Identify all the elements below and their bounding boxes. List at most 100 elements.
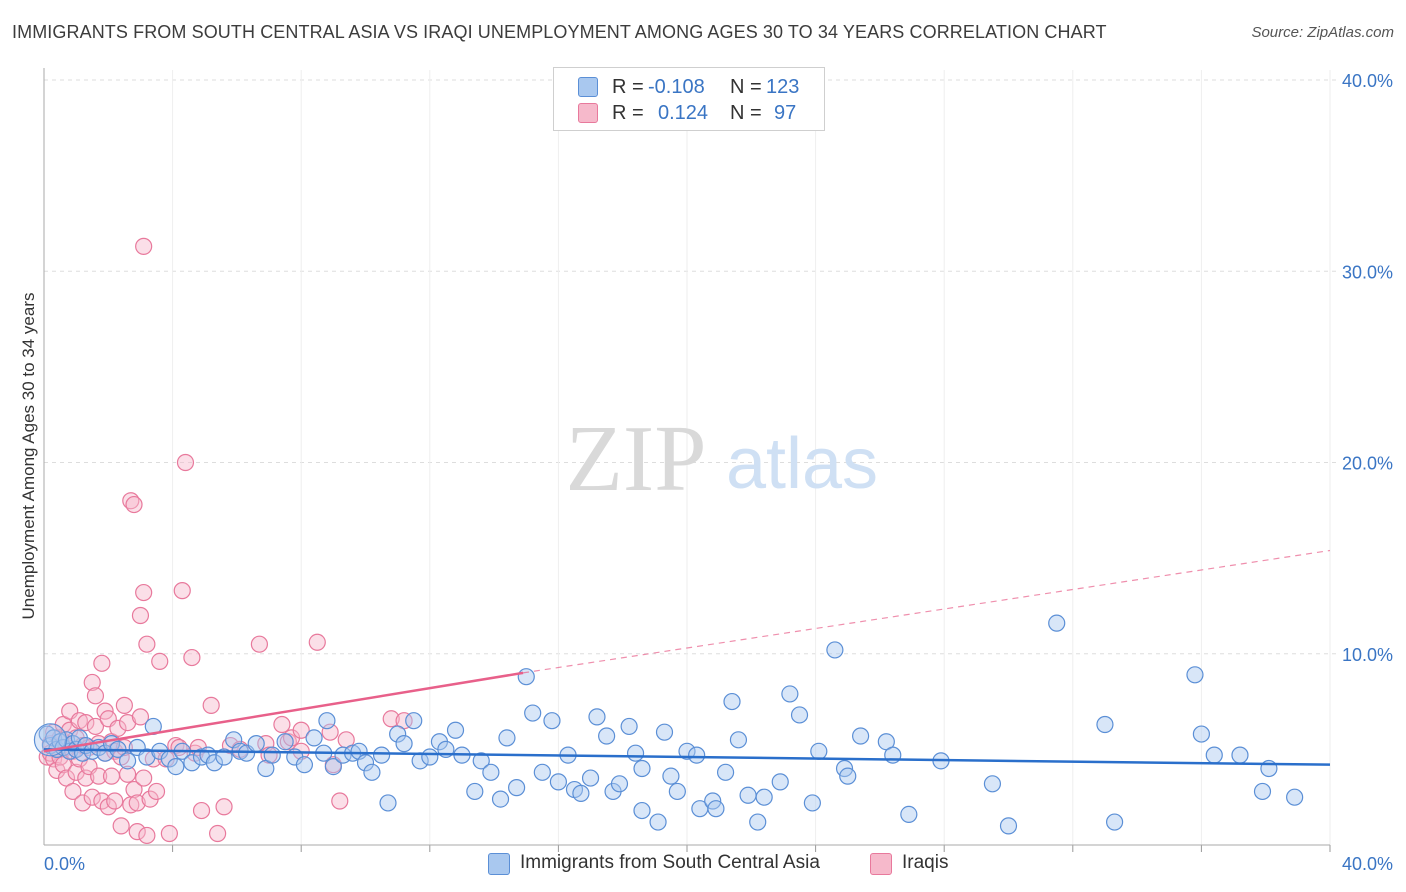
south-central-asia-point (318, 712, 336, 730)
south-central-asia-point (491, 790, 510, 808)
iraqis-point (250, 635, 269, 653)
tick-labels: 10.0% 20.0% 30.0% 40.0% 0.0% 40.0% (44, 71, 1393, 874)
iraqis-point (209, 824, 227, 843)
south-central-asia-point (1231, 746, 1249, 764)
iraqis-point (331, 792, 349, 810)
y-tick-label: 20.0% (1342, 454, 1393, 474)
legend-r-label: R = (612, 76, 644, 98)
south-central-asia-point (524, 704, 542, 722)
iraqis-point (151, 652, 169, 671)
south-central-asia-point (749, 813, 767, 831)
iraqis-point (273, 715, 291, 734)
south-central-asia-point (790, 706, 809, 724)
legend-n-label: N = (730, 76, 762, 98)
iraqis-point (115, 696, 133, 714)
south-central-asia-point (517, 668, 535, 686)
south-central-asia-point (633, 801, 651, 820)
south-central-asia-point (810, 742, 828, 760)
axes (43, 68, 1331, 852)
south-central-asia-point (678, 742, 696, 760)
south-central-asia-point (633, 759, 651, 778)
south-central-asia-point (668, 782, 686, 801)
south-central-asia-point (305, 729, 323, 747)
iraqis-point (308, 633, 326, 651)
iraqis-point (106, 792, 124, 810)
iraqis-point (215, 798, 233, 816)
south-central-asia-point (276, 733, 294, 751)
legend-r-value: -0.108 (648, 76, 705, 98)
iraqis-point (93, 792, 111, 810)
south-central-asia-point (707, 800, 725, 818)
gridlines (44, 70, 1338, 845)
iraqis-point (125, 780, 143, 799)
south-central-asia-point (626, 744, 645, 762)
iraqis-point (125, 495, 143, 514)
south-central-asia-point (999, 817, 1018, 835)
south-central-asia-point (421, 748, 439, 766)
south-central-asia-point (598, 727, 616, 745)
iraqis-point (131, 708, 150, 726)
iraqis-trend-line (43, 671, 524, 753)
y-tick-label: 10.0% (1342, 645, 1393, 665)
south-central-asia-point (588, 708, 606, 726)
iraqis-point (173, 582, 191, 600)
south-central-asia-point (723, 692, 741, 711)
iraqis-point (73, 794, 92, 812)
south-central-asia-point (983, 775, 1002, 793)
legend-n-value: 97 (774, 102, 797, 124)
iraqis-point (135, 583, 153, 602)
south-central-asia-point (446, 721, 465, 739)
south-central-asia-point (1096, 715, 1114, 734)
watermark: ZIP atlas (566, 407, 879, 511)
iraqis-point (138, 635, 156, 653)
x-tick-label: 40.0% (1342, 854, 1393, 874)
iraqis-point (109, 719, 127, 737)
legend-swatch-pink (578, 103, 598, 123)
south-central-asia-point (356, 754, 375, 772)
south-central-asia-point (581, 769, 600, 787)
south-central-asia-point (389, 725, 407, 743)
south-central-asia-point (803, 794, 821, 812)
south-central-asia-point (498, 729, 516, 747)
south-central-asia-point (1286, 788, 1304, 806)
south-central-asia-point (649, 813, 667, 831)
south-central-asia-point (729, 731, 748, 749)
south-central-asia-point (543, 712, 561, 730)
bottom-legend-label: Iraqis (902, 852, 949, 873)
south-central-asia-point (852, 727, 870, 745)
south-central-asia-point (1253, 782, 1272, 801)
iraqis-point (292, 721, 310, 739)
legend-r-value: 0.124 (658, 102, 709, 124)
south-central-asia-point (655, 723, 674, 741)
iraqis-point (128, 794, 146, 812)
south-central-asia-point (1105, 813, 1124, 831)
legend-row-south-central-asia: R = -0.108 N = 123 (578, 76, 818, 98)
iraqis-point (112, 817, 130, 835)
south-central-asia-point (183, 754, 201, 772)
source-credit: Source: ZipAtlas.com (1251, 24, 1394, 41)
south-central-asia-point (572, 784, 590, 802)
iraqis-point (70, 712, 88, 730)
south-central-asia-point (549, 773, 568, 791)
south-central-asia-point (405, 712, 423, 730)
bottom-legend-swatch-pink (870, 853, 892, 875)
south-central-asia-point (533, 763, 551, 781)
south-central-asia-point (466, 782, 484, 801)
y-tick-label: 40.0% (1342, 71, 1393, 91)
south-central-asia-point (826, 641, 844, 659)
south-central-asia-point (167, 757, 185, 776)
iraqis-point (202, 696, 220, 714)
iraqis-point (135, 237, 153, 255)
iraqis-point (131, 606, 150, 625)
legend-r-label: R = (612, 102, 644, 124)
iraqis-point (86, 687, 105, 705)
south-central-asia-point (324, 757, 342, 776)
iraqis-point (382, 710, 400, 728)
south-central-asia-trend-line (43, 748, 1331, 766)
south-central-asia-point (247, 735, 265, 753)
x-tick-label: 0.0% (44, 854, 85, 874)
legend-swatch-blue (578, 77, 598, 97)
legend-n-value: 123 (766, 76, 800, 98)
y-tick-label: 30.0% (1342, 262, 1393, 282)
south-central-asia-point (781, 685, 799, 703)
